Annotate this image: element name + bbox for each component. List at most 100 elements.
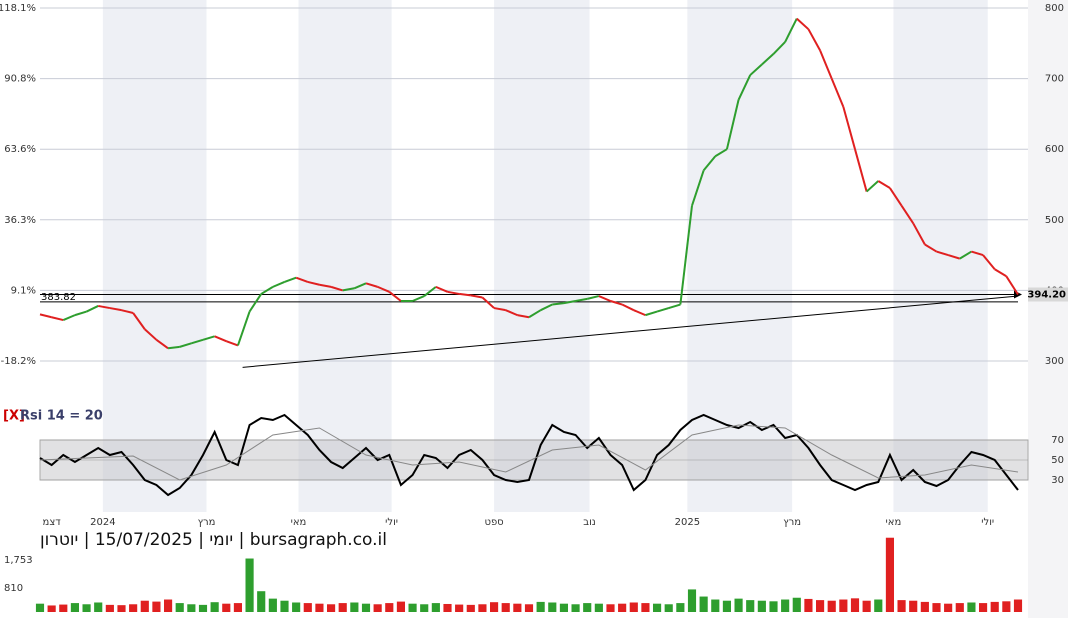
volume-bar (350, 602, 359, 612)
price-segment (505, 309, 518, 317)
price-segment (819, 49, 833, 79)
volume-bar (94, 602, 103, 612)
y-tick-label: 36.3% (4, 215, 36, 226)
price-segment (982, 254, 996, 270)
price-segment (528, 309, 542, 319)
x-tick-label: נוב (583, 517, 596, 528)
volume-bar (839, 599, 848, 612)
volume-bar (198, 604, 208, 612)
volume-bar (315, 603, 324, 612)
price-segment (330, 285, 344, 292)
volume-bar (606, 604, 615, 612)
right-gutter (1028, 0, 1068, 618)
price-segment (563, 300, 576, 305)
price-segment (225, 340, 239, 347)
price-segment (924, 243, 938, 253)
volume-bar (280, 600, 289, 612)
volume-bar (536, 601, 545, 612)
x-tick-label: 2025 (675, 517, 700, 528)
rsi-line (39, 413, 1019, 497)
price-segment (552, 302, 565, 306)
price-segment (295, 276, 309, 283)
volume-bar (909, 600, 918, 612)
price-segment (423, 286, 437, 297)
price-segment (679, 205, 693, 305)
price-segment (62, 314, 76, 321)
x-tick-label: דצמ (43, 517, 62, 528)
volume-bar (408, 603, 417, 612)
volume-bar (967, 602, 976, 612)
price-segment (737, 74, 752, 101)
volume-bar (757, 600, 766, 612)
volume-bar (1013, 599, 1023, 612)
price-segment (86, 305, 99, 313)
volume-bar (920, 601, 929, 612)
month-band (893, 0, 988, 512)
volume-bar (140, 600, 149, 612)
x-tick-label: יולי (981, 517, 994, 528)
volume-bar (618, 603, 627, 612)
volume-bar (711, 599, 720, 612)
y-tick-label: 90.8% (4, 74, 36, 85)
price-segment (470, 294, 483, 299)
price-segment (586, 295, 600, 300)
price-segment (691, 170, 705, 206)
price-segment (377, 285, 390, 293)
volume-bar (152, 601, 161, 612)
volume-bar (641, 603, 650, 612)
price-segment (1005, 275, 1019, 296)
volume-bar (862, 600, 871, 612)
rsi-title: Rsi 14 = 20 (20, 409, 103, 424)
price-segment (98, 304, 111, 310)
x-tick-label: 2024 (90, 517, 115, 528)
price-segment (319, 283, 332, 288)
price-segment (889, 187, 903, 207)
volume-bar (850, 598, 860, 612)
price-segment (994, 268, 1007, 278)
volume-bar (292, 602, 301, 612)
volume-bar (105, 604, 114, 612)
volume-tick-label: 810 (4, 583, 23, 594)
price-segment (702, 155, 717, 172)
price-segment (132, 312, 146, 330)
price-segment (936, 250, 949, 257)
volume-bar (455, 604, 464, 612)
volume-bar (571, 604, 580, 612)
price-segment (307, 280, 320, 286)
volume-bar (548, 602, 557, 612)
price-segment (260, 286, 274, 295)
month-band (298, 0, 392, 512)
volume-bar (513, 603, 522, 612)
volume-bar (897, 600, 906, 612)
price-segment (959, 250, 972, 260)
price-segment (493, 307, 506, 312)
price-segment (517, 314, 530, 319)
volume-bar (466, 604, 475, 612)
price-segment (342, 287, 355, 292)
rsi-line (39, 424, 1019, 481)
price-segment (74, 310, 87, 317)
volume-bar (629, 602, 638, 612)
price-segment (761, 53, 775, 66)
price-segment (645, 310, 658, 317)
rsi-close[interactable]: [X] (3, 409, 25, 424)
volume-bar (163, 599, 173, 612)
x-tick-label: מאי (291, 517, 307, 528)
price-segment (51, 316, 64, 322)
volume-bar (35, 603, 45, 612)
price-segment (144, 328, 158, 341)
price-segment (621, 303, 635, 312)
price-segment (481, 296, 495, 309)
volume-bar (699, 596, 708, 612)
price-segment (912, 222, 926, 245)
volume-bar (257, 591, 266, 612)
month-band (687, 0, 793, 512)
volume-bar (431, 603, 440, 612)
volume-bar (478, 604, 487, 612)
month-band (102, 0, 207, 512)
volume-bar (373, 604, 382, 612)
x-tick-label: ספט (484, 517, 503, 528)
volume-bar (385, 603, 394, 612)
price-segment (179, 342, 192, 348)
volume-bar (443, 603, 452, 612)
